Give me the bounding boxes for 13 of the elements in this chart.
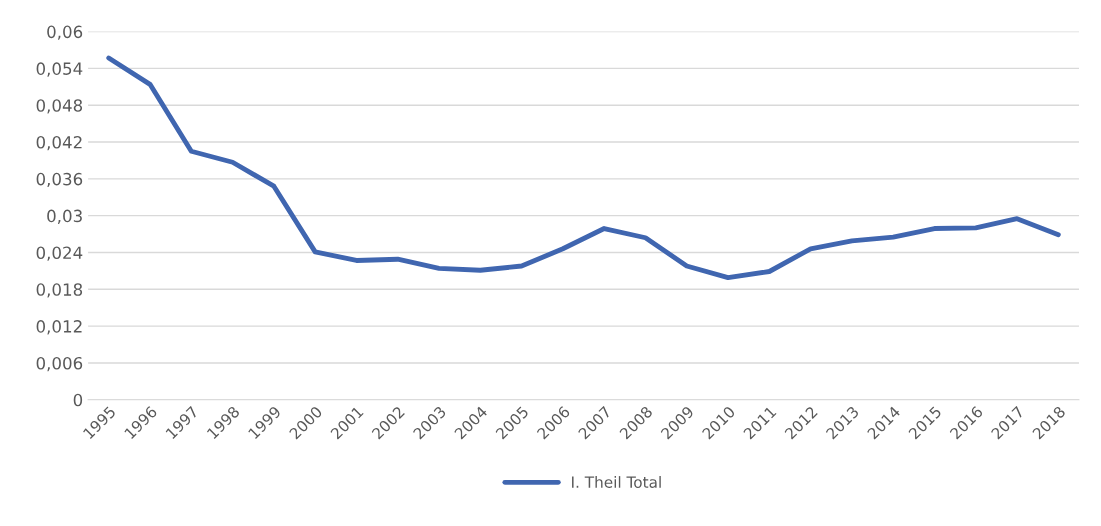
y-tick-label: 0,036 (36, 172, 83, 188)
y-tick-label: 0,018 (36, 283, 83, 298)
y-tick-label: 0,06 (47, 25, 83, 40)
y-tick-label: 0,006 (36, 356, 83, 372)
y-tick-label: 0,024 (36, 246, 83, 261)
y-tick-label: 0,03 (47, 209, 82, 224)
y-tick-label: 0,042 (36, 135, 82, 151)
y-tick-label: 0,012 (36, 320, 82, 335)
y-tick-label: 0,048 (36, 99, 83, 114)
legend-label: I. Theil Total (572, 476, 661, 488)
y-tick-label: 0 (73, 393, 83, 407)
line-series (106, 55, 1061, 281)
y-tick-label: 0,054 (36, 62, 83, 77)
